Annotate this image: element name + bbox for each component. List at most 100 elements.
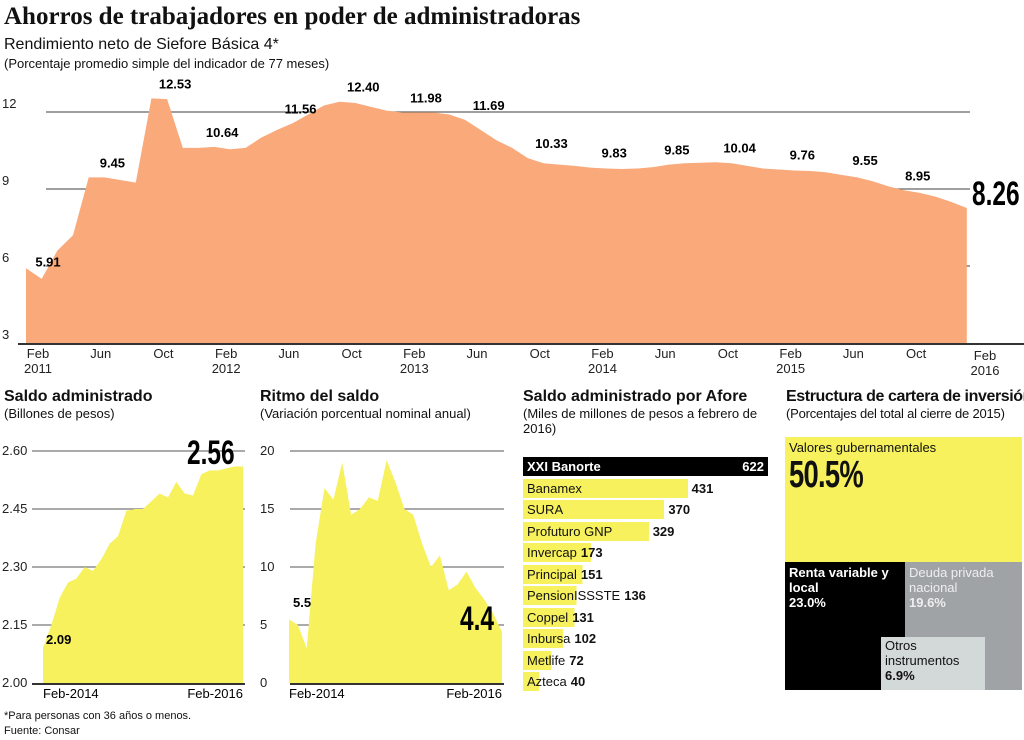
chart2-title: Saldo administrado xyxy=(4,388,153,405)
bar-row: Profuturo GNP 329 xyxy=(523,521,675,541)
bar-row: Inbursa 102 xyxy=(523,629,597,648)
first-value-label: 5.5 xyxy=(293,595,311,610)
saldo-chart: 2.60 2.45 2.30 2.15 2.00 Feb-2014 Feb-2016 2.09… xyxy=(2,434,245,701)
x-tick-label: Oct xyxy=(153,346,174,361)
x-tick-label: Feb-2014 xyxy=(43,686,99,701)
chart3-subtitle: (Variación porcentual nominal anual) xyxy=(260,406,471,421)
area-series xyxy=(26,98,967,343)
treemap-value: 6.9% xyxy=(885,668,915,683)
treemap-label: Renta variable y local xyxy=(789,565,889,595)
x-tick-label: Feb-2014 xyxy=(289,686,345,701)
bar: Azteca xyxy=(523,672,567,691)
chart4-title: Saldo administrado por Afore xyxy=(523,388,748,405)
y-tick-label: 2.00 xyxy=(2,675,27,690)
y-tick-label: 3 xyxy=(2,327,9,342)
bar: PensionISSSTE xyxy=(523,586,620,605)
data-label: 12.53 xyxy=(159,76,192,91)
data-label: 9.76 xyxy=(790,147,815,162)
bar-label: Azteca xyxy=(527,674,567,689)
x-tick-label: Jun xyxy=(90,346,111,361)
bar-value: 40 xyxy=(570,674,586,689)
y-tick-label: 12 xyxy=(2,96,16,111)
bar: Profuturo GNP xyxy=(523,521,649,541)
bar-row: PensionISSSTE 136 xyxy=(523,586,646,605)
x-tick-label: Jun xyxy=(843,346,864,361)
bar-value: 329 xyxy=(652,523,675,539)
bar-value: 102 xyxy=(574,631,597,646)
area-series xyxy=(43,466,243,683)
y-tick-label: 9 xyxy=(2,173,9,188)
data-label: 9.45 xyxy=(100,155,125,170)
bar-row: Banamex 431 xyxy=(523,478,714,498)
y-tick-label: 2.45 xyxy=(2,501,27,516)
x-tick-label: Feb xyxy=(215,346,237,361)
y-tick-label: 5 xyxy=(260,617,267,632)
x-tick-label: Feb xyxy=(27,346,49,361)
last-value-label: 4.4 xyxy=(460,600,494,638)
main-title: Ahorros de trabajadores en poder de admi… xyxy=(4,3,581,30)
footnote: *Para personas con 36 años o menos. xyxy=(4,710,192,722)
last-value-label: 8.26 xyxy=(972,175,1020,213)
bar-row: Azteca 40 xyxy=(523,672,586,691)
chart4-subtitle: (Miles de millones de pesos a febrero de… xyxy=(523,406,758,436)
x-tick-year: 2013 xyxy=(400,361,429,376)
bar: Coppel xyxy=(523,608,568,627)
data-label: 11.56 xyxy=(285,101,317,116)
x-tick-label: Feb xyxy=(974,348,996,363)
x-tick-label: Oct xyxy=(718,346,739,361)
chart5-title: Estructura de cartera de inversión xyxy=(786,388,1024,405)
x-tick-label: Jun xyxy=(467,346,488,361)
bar: XXI Banorte 622 xyxy=(523,457,768,476)
treemap-label: Deuda privada nacional xyxy=(909,565,994,595)
bar-value: 431 xyxy=(691,480,714,496)
x-tick-label: Feb xyxy=(403,346,425,361)
bar-label: Metlife xyxy=(527,652,566,668)
bar-label: Profuturo GNP xyxy=(527,523,613,539)
x-tick-label: Feb-2016 xyxy=(187,686,243,701)
bar-row: Metlife 72 xyxy=(523,650,584,670)
x-tick-label: Feb xyxy=(591,346,613,361)
x-tick-year: 2015 xyxy=(776,361,805,376)
x-tick-label: Oct xyxy=(906,346,927,361)
treemap-otros: Otros instrumentos 6.9% xyxy=(881,637,985,690)
treemap-value: 23.0% xyxy=(789,595,826,610)
bar-label: Invercap xyxy=(527,545,577,560)
last-value-label: 2.56 xyxy=(187,434,235,472)
x-tick-label: Feb xyxy=(779,346,801,361)
data-label: 12.40 xyxy=(347,80,380,95)
treemap-valores: Valores gubernamentales 50.5% xyxy=(785,437,1022,562)
y-tick-label: 2.15 xyxy=(2,617,27,632)
y-tick-label: 20 xyxy=(260,443,274,458)
data-label: 10.33 xyxy=(535,136,568,151)
treemap-value: 19.6% xyxy=(909,595,946,610)
x-tick-label: Feb-2016 xyxy=(446,686,502,701)
bar-value: 173 xyxy=(580,545,603,560)
chart2-subtitle: (Billones de pesos) xyxy=(4,406,115,421)
chart1-title: Rendimiento neto de Siefore Básica 4* xyxy=(4,36,279,53)
bar-value: 622 xyxy=(742,459,764,474)
data-label: 9.85 xyxy=(664,143,689,158)
bar: SURA xyxy=(523,500,665,519)
data-label: 9.83 xyxy=(602,146,627,161)
bar-label: XXI Banorte xyxy=(527,459,601,474)
y-tick-label: 2.30 xyxy=(2,559,27,574)
source: Fuente: Consar xyxy=(4,725,80,737)
bar-value: 151 xyxy=(580,566,603,582)
bar: Principal xyxy=(523,565,577,584)
x-tick-label: Jun xyxy=(655,346,676,361)
data-label: 11.98 xyxy=(410,90,442,105)
treemap-label: Otros instrumentos xyxy=(885,638,960,668)
bar-row: SURA 370 xyxy=(523,500,690,519)
bar-value: 136 xyxy=(624,588,646,603)
bar-row: Coppel 131 xyxy=(523,607,594,627)
x-tick-year: 2016 xyxy=(971,363,1000,378)
bar: Metlife xyxy=(523,651,565,670)
x-tick-year: 2012 xyxy=(212,361,241,376)
x-tick-label: Oct xyxy=(530,346,551,361)
bar-label: Principal xyxy=(527,566,577,582)
treemap-label: Valores gubernamentales xyxy=(789,440,937,455)
y-tick-label: 15 xyxy=(260,501,274,516)
bar-label: PensionISSSTE xyxy=(527,588,621,603)
